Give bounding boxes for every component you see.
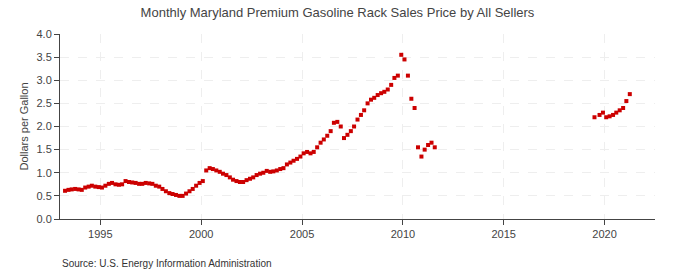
svg-text:3.5: 3.5 <box>37 51 52 63</box>
svg-text:Monthly Maryland Premium Gasol: Monthly Maryland Premium Gasoline Rack S… <box>141 5 535 20</box>
svg-text:2020: 2020 <box>592 228 616 240</box>
svg-text:Dollars per Gallon: Dollars per Gallon <box>18 82 30 170</box>
svg-text:2015: 2015 <box>491 228 515 240</box>
svg-text:3.0: 3.0 <box>37 74 52 86</box>
svg-text:2010: 2010 <box>391 228 415 240</box>
svg-text:2.5: 2.5 <box>37 97 52 109</box>
svg-text:0.0: 0.0 <box>37 213 52 225</box>
svg-text:1.5: 1.5 <box>37 143 52 155</box>
svg-text:2.0: 2.0 <box>37 120 52 132</box>
svg-text:2000: 2000 <box>189 228 213 240</box>
svg-text:2005: 2005 <box>290 228 314 240</box>
svg-text:1995: 1995 <box>88 228 112 240</box>
svg-text:Source: U.S. Energy Informatio: Source: U.S. Energy Information Administ… <box>62 258 272 269</box>
svg-text:4.0: 4.0 <box>37 28 52 40</box>
svg-text:1.0: 1.0 <box>37 167 52 179</box>
svg-text:0.5: 0.5 <box>37 190 52 202</box>
